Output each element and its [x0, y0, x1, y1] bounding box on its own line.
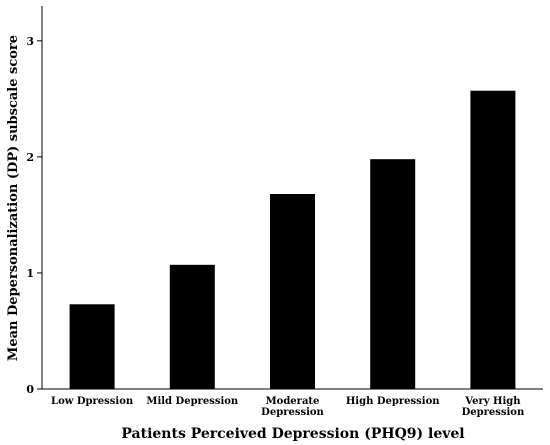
plot-area: 0 1 2 3 Low Dpression Mild Depression Moderate… [26, 6, 543, 418]
y-tick-label: 0 [26, 383, 34, 396]
x-tick-label: Low Dpression [51, 396, 134, 407]
x-tick-label-line: Mild Depression [146, 396, 239, 407]
x-tick-label-line: Very High [464, 396, 521, 407]
x-tick-label-line: Low Dpression [51, 396, 134, 407]
bar [470, 90, 516, 389]
y-tick-label: 1 [26, 267, 34, 280]
bar [270, 194, 315, 389]
x-tick-label-line: High Depression [346, 396, 440, 407]
y-axis-title: Mean Depersonalization (DP) subscale sco… [6, 35, 21, 361]
bar [370, 159, 416, 389]
y-tick-label: 3 [26, 35, 34, 48]
y-tick-label: 2 [26, 151, 34, 164]
x-tick-label-line: Depression [261, 407, 324, 418]
x-tick-label: High Depression [346, 396, 440, 407]
x-tick-label: Mild Depression [146, 396, 239, 407]
x-tick-label: Moderate Depression [261, 396, 324, 418]
x-tick-label-line: Moderate [266, 396, 320, 407]
bar [69, 304, 115, 389]
x-tick-label-line: Depression [462, 407, 525, 418]
bar [169, 264, 215, 389]
x-tick-label: Very High Depression [462, 396, 525, 418]
x-axis-title: Patients Perceived Depression (PHQ9) lev… [121, 426, 464, 442]
